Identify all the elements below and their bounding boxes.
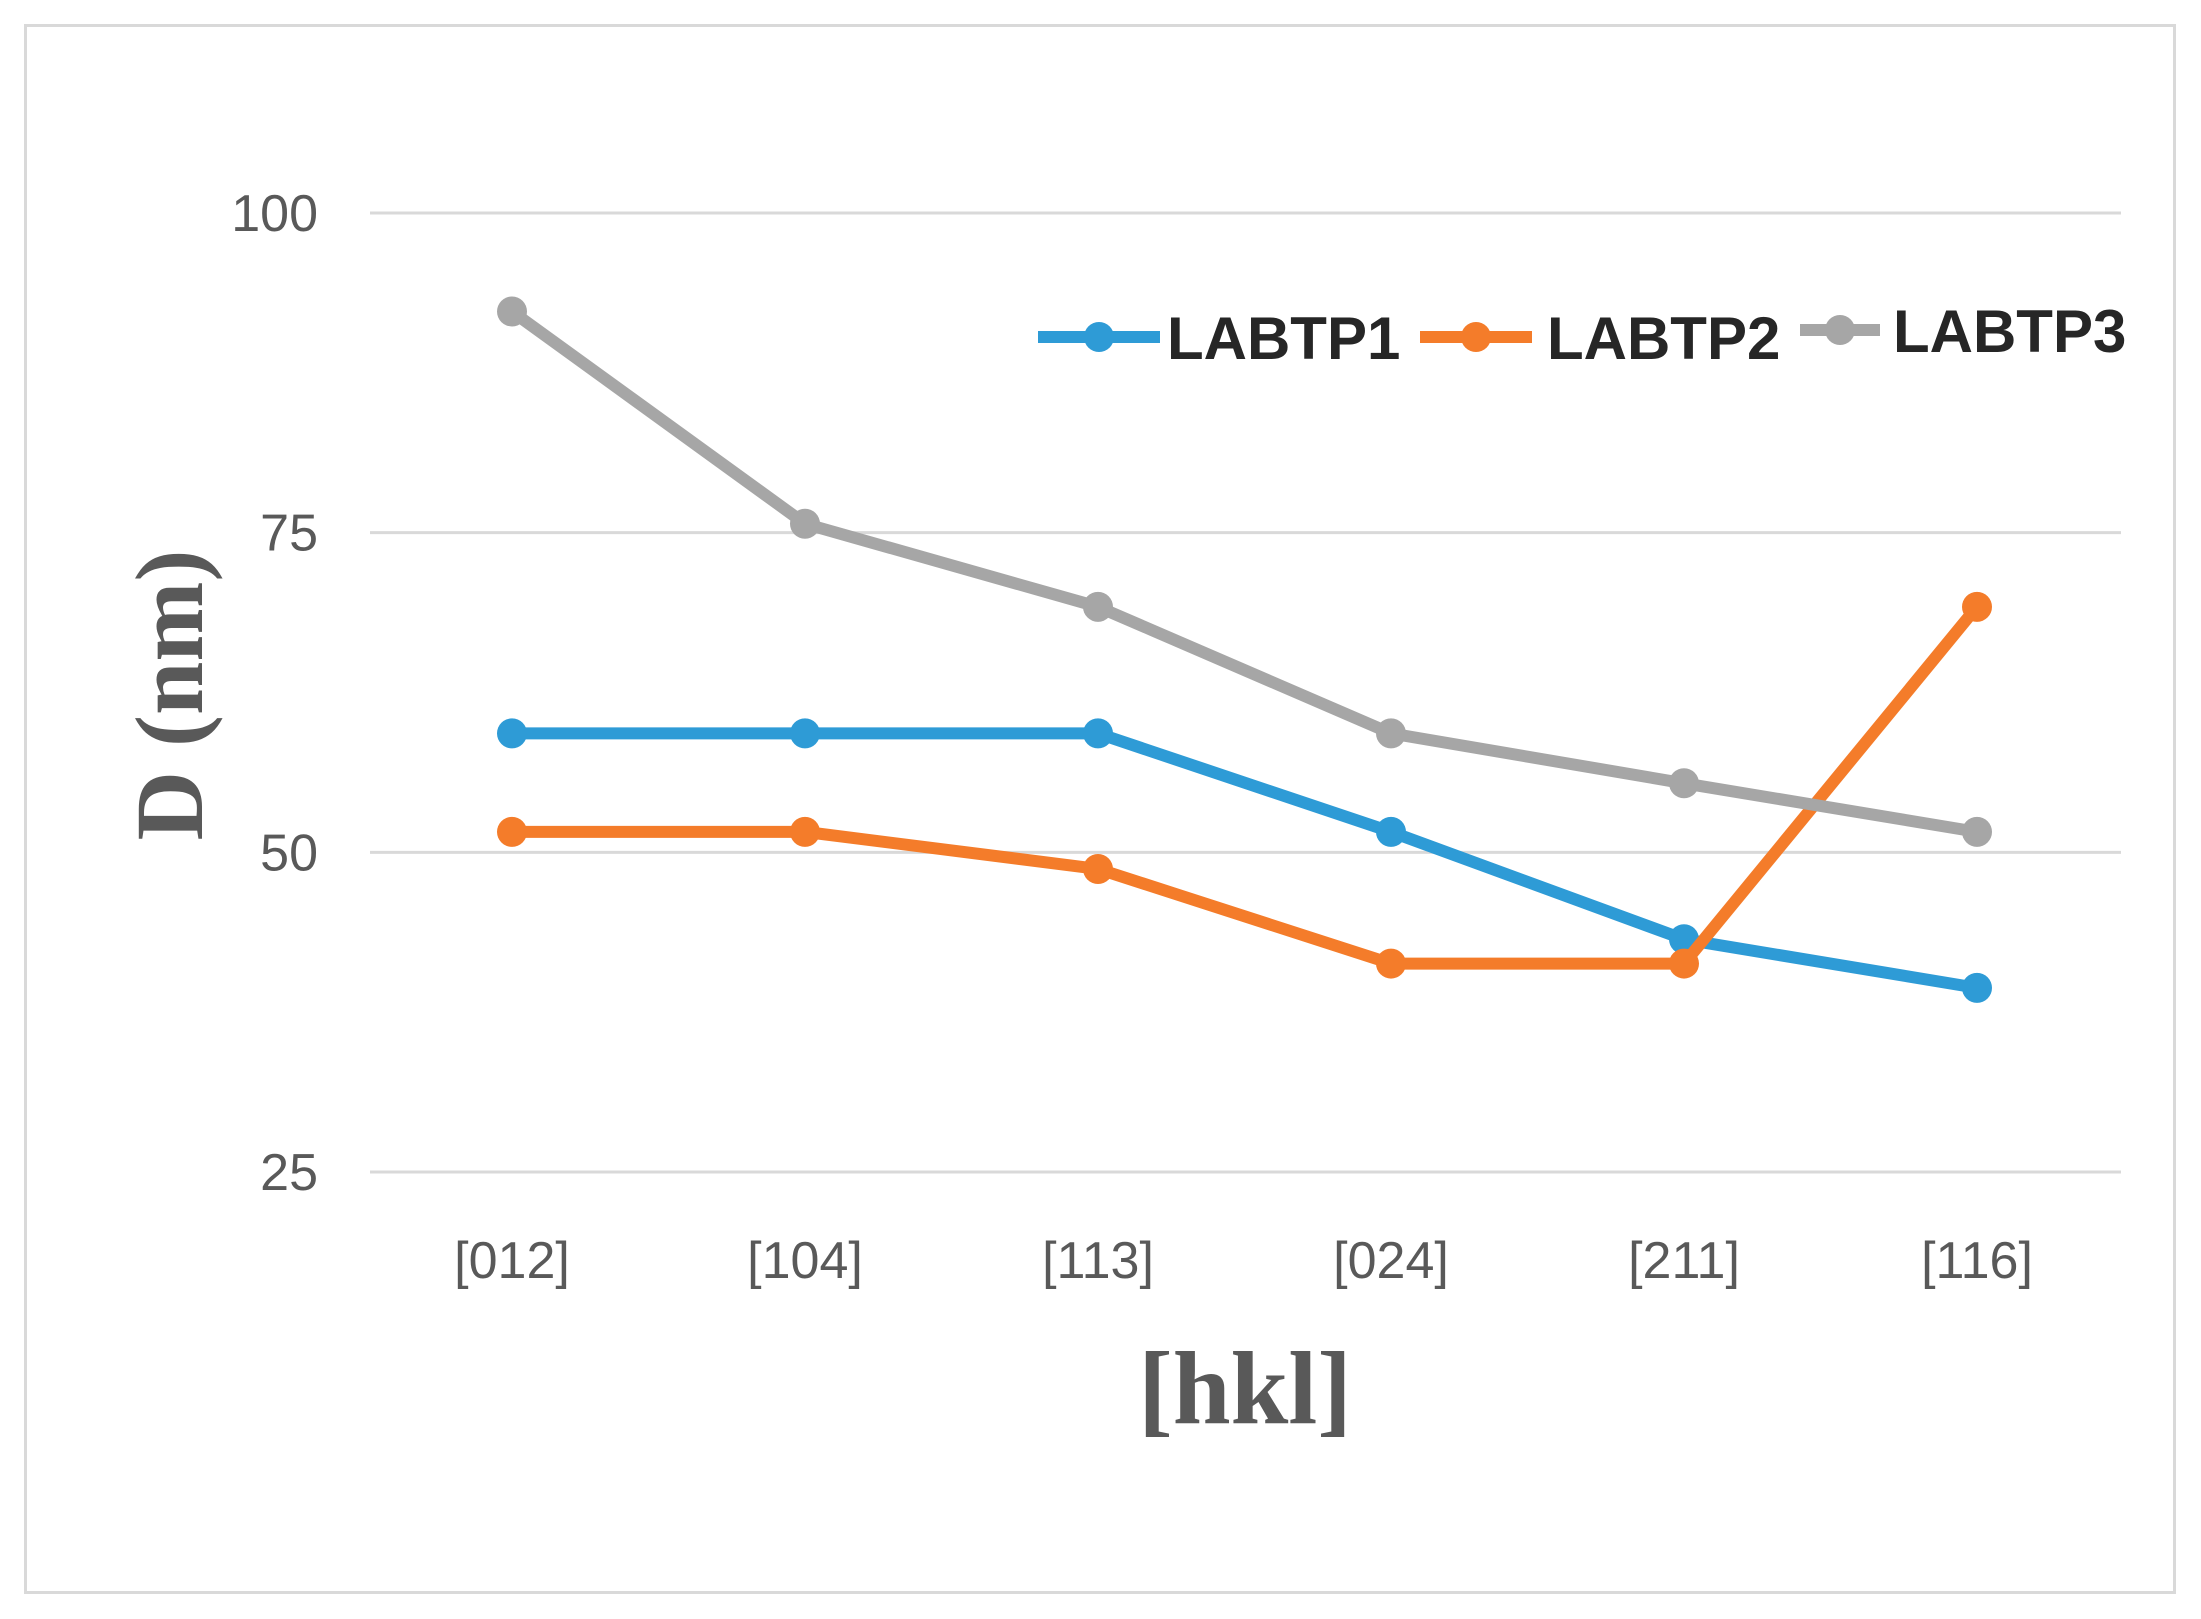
series-labtp3 xyxy=(497,296,1992,847)
data-point xyxy=(790,508,820,539)
data-point xyxy=(1669,768,1699,799)
legend-label: LABTP2 xyxy=(1547,305,1780,372)
series-line xyxy=(506,727,1983,994)
legend-item-labtp3: LABTP3 xyxy=(1800,298,2126,365)
data-point xyxy=(1083,853,1113,884)
data-point xyxy=(790,718,820,749)
y-tick-label: 25 xyxy=(260,1144,318,1202)
y-tick-label: 50 xyxy=(260,824,318,882)
series-labtp1 xyxy=(497,718,1992,1003)
y-axis-ticks: 25 50 75 100 xyxy=(231,185,318,1202)
legend-label: LABTP3 xyxy=(1893,298,2126,365)
legend-swatch-marker xyxy=(1461,322,1491,352)
data-point xyxy=(790,816,820,847)
legend-item-labtp2: LABTP2 xyxy=(1420,305,1780,372)
x-tick-label: [113] xyxy=(1042,1232,1154,1290)
data-point xyxy=(1376,948,1406,979)
data-point xyxy=(497,718,527,749)
data-point xyxy=(1083,591,1113,622)
x-tick-label: [116] xyxy=(1921,1232,2033,1290)
y-tick-label: 75 xyxy=(260,505,318,563)
data-point xyxy=(1962,972,1992,1003)
chart-frame xyxy=(24,24,2176,1594)
x-tick-label: [211] xyxy=(1628,1232,1740,1290)
series-line xyxy=(506,600,1983,970)
data-point xyxy=(1376,718,1406,749)
legend: LABTP1 LABTP2 LABTP3 xyxy=(1038,298,2126,372)
data-point xyxy=(497,816,527,847)
series-labtp2 xyxy=(497,591,1992,979)
data-point xyxy=(1376,816,1406,847)
series-group xyxy=(497,296,1992,1003)
legend-label: LABTP1 xyxy=(1167,305,1400,372)
data-point xyxy=(497,296,527,327)
gridlines xyxy=(370,211,2121,1174)
x-tick-label: [104] xyxy=(747,1232,863,1290)
x-axis-ticks: [012] [104] [113] [024] [211] [116] xyxy=(454,1232,2033,1290)
series-line xyxy=(506,305,1983,838)
x-tick-label: [024] xyxy=(1333,1232,1449,1290)
y-tick-label: 100 xyxy=(231,185,318,243)
data-point xyxy=(1083,718,1113,749)
legend-swatch-marker xyxy=(1825,315,1855,345)
legend-swatch-marker xyxy=(1084,322,1114,352)
x-tick-label: [012] xyxy=(454,1232,570,1290)
data-point xyxy=(1669,948,1699,979)
x-axis-title: [hkl] xyxy=(1138,1331,1352,1446)
data-point xyxy=(1962,816,1992,847)
y-axis-title: D (nm) xyxy=(116,550,223,841)
data-point xyxy=(1962,591,1992,622)
legend-item-labtp1: LABTP1 xyxy=(1038,305,1400,372)
